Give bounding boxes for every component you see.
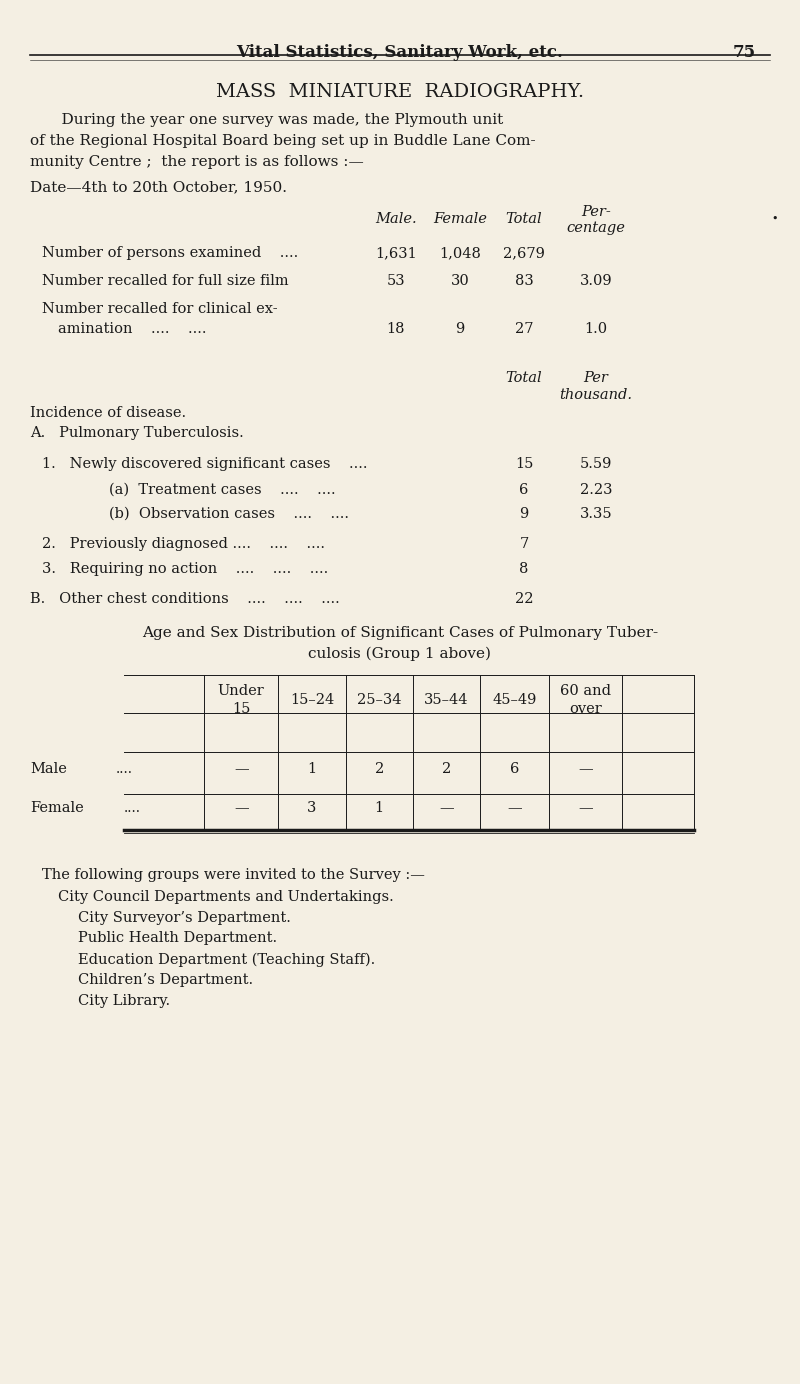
Text: 1.0: 1.0 bbox=[585, 322, 607, 336]
Text: 30: 30 bbox=[450, 274, 470, 288]
Text: Incidence of disease.: Incidence of disease. bbox=[30, 406, 186, 419]
Text: over: over bbox=[569, 702, 602, 716]
Text: MASS  MINIATURE  RADIOGRAPHY.: MASS MINIATURE RADIOGRAPHY. bbox=[216, 83, 584, 101]
Text: —: — bbox=[439, 801, 454, 815]
Text: Age and Sex Distribution of Significant Cases of Pulmonary Tuber-: Age and Sex Distribution of Significant … bbox=[142, 626, 658, 639]
Text: culosis (Group 1 above): culosis (Group 1 above) bbox=[309, 646, 491, 660]
Text: 9: 9 bbox=[455, 322, 465, 336]
Text: Date—4th to 20th October, 1950.: Date—4th to 20th October, 1950. bbox=[30, 180, 287, 194]
Text: Under: Under bbox=[218, 684, 265, 698]
Text: —: — bbox=[507, 801, 522, 815]
Text: (a)  Treatment cases    ....    ....: (a) Treatment cases .... .... bbox=[72, 483, 336, 497]
Text: City Surveyor’s Department.: City Surveyor’s Department. bbox=[78, 911, 291, 925]
Text: Female: Female bbox=[30, 801, 84, 815]
Text: Education Department (Teaching Staff).: Education Department (Teaching Staff). bbox=[78, 952, 376, 966]
Text: 2,679: 2,679 bbox=[503, 246, 545, 260]
Text: 2.23: 2.23 bbox=[580, 483, 612, 497]
Text: Per: Per bbox=[583, 371, 609, 385]
Text: Children’s Department.: Children’s Department. bbox=[78, 973, 254, 987]
Text: Male.: Male. bbox=[375, 212, 417, 226]
Text: 45–49: 45–49 bbox=[492, 693, 537, 707]
Text: Total: Total bbox=[506, 212, 542, 226]
Text: thousand.: thousand. bbox=[559, 388, 633, 401]
Text: 6: 6 bbox=[510, 761, 519, 776]
Text: Male: Male bbox=[30, 761, 67, 776]
Text: 83: 83 bbox=[514, 274, 534, 288]
Text: 1: 1 bbox=[374, 801, 384, 815]
Text: 25–34: 25–34 bbox=[357, 693, 402, 707]
Text: City Library.: City Library. bbox=[78, 994, 170, 1008]
Text: 1,048: 1,048 bbox=[439, 246, 481, 260]
Text: centage: centage bbox=[566, 221, 626, 235]
Text: 3.   Requiring no action    ....    ....    ....: 3. Requiring no action .... .... .... bbox=[42, 562, 328, 576]
Text: 1: 1 bbox=[307, 761, 317, 776]
Text: 9: 9 bbox=[519, 507, 529, 520]
Text: 6: 6 bbox=[519, 483, 529, 497]
Text: 1,631: 1,631 bbox=[375, 246, 417, 260]
Text: •: • bbox=[771, 213, 778, 224]
Text: During the year one survey was made, the Plymouth unit: During the year one survey was made, the… bbox=[42, 113, 503, 127]
Text: 53: 53 bbox=[386, 274, 406, 288]
Text: (b)  Observation cases    ....    ....: (b) Observation cases .... .... bbox=[72, 507, 349, 520]
Text: 7: 7 bbox=[519, 537, 529, 551]
Text: Public Health Department.: Public Health Department. bbox=[78, 931, 278, 945]
Text: —: — bbox=[234, 801, 249, 815]
Text: 2: 2 bbox=[374, 761, 384, 776]
Text: 3.09: 3.09 bbox=[580, 274, 612, 288]
Text: Number recalled for clinical ex-: Number recalled for clinical ex- bbox=[42, 302, 278, 316]
Text: Number of persons examined    ....: Number of persons examined .... bbox=[42, 246, 298, 260]
Text: 27: 27 bbox=[514, 322, 534, 336]
Text: —: — bbox=[234, 761, 249, 776]
Text: A.   Pulmonary Tuberculosis.: A. Pulmonary Tuberculosis. bbox=[30, 426, 244, 440]
Text: 15–24: 15–24 bbox=[290, 693, 334, 707]
Text: ....: .... bbox=[123, 801, 141, 815]
Text: amination    ....    ....: amination .... .... bbox=[58, 322, 206, 336]
Text: Number recalled for full size film: Number recalled for full size film bbox=[42, 274, 288, 288]
Text: 15: 15 bbox=[515, 457, 533, 471]
Text: Vital Statistics, Sanitary Work, etc.: Vital Statistics, Sanitary Work, etc. bbox=[237, 44, 563, 61]
Text: 3: 3 bbox=[307, 801, 317, 815]
Text: —: — bbox=[578, 761, 593, 776]
Text: 18: 18 bbox=[386, 322, 406, 336]
Text: City Council Departments and Undertakings.: City Council Departments and Undertaking… bbox=[58, 890, 394, 904]
Text: of the Regional Hospital Board being set up in Buddle Lane Com-: of the Regional Hospital Board being set… bbox=[30, 134, 536, 148]
Text: —: — bbox=[578, 801, 593, 815]
Text: 15: 15 bbox=[232, 702, 250, 716]
Text: 8: 8 bbox=[519, 562, 529, 576]
Text: 35–44: 35–44 bbox=[424, 693, 469, 707]
Text: 2: 2 bbox=[442, 761, 451, 776]
Text: ....: .... bbox=[115, 761, 133, 776]
Text: 2.   Previously diagnosed ....    ....    ....: 2. Previously diagnosed .... .... .... bbox=[42, 537, 325, 551]
Text: Total: Total bbox=[506, 371, 542, 385]
Text: 22: 22 bbox=[514, 592, 534, 606]
Text: Per-: Per- bbox=[581, 205, 611, 219]
Text: 3.35: 3.35 bbox=[580, 507, 612, 520]
Text: 1.   Newly discovered significant cases    ....: 1. Newly discovered significant cases ..… bbox=[42, 457, 367, 471]
Text: 75: 75 bbox=[733, 44, 756, 61]
Text: munity Centre ;  the report is as follows :—: munity Centre ; the report is as follows… bbox=[30, 155, 364, 169]
Text: Female: Female bbox=[433, 212, 487, 226]
Text: 5.59: 5.59 bbox=[580, 457, 612, 471]
Text: The following groups were invited to the Survey :—: The following groups were invited to the… bbox=[42, 868, 425, 882]
Text: B.   Other chest conditions    ....    ....    ....: B. Other chest conditions .... .... .... bbox=[30, 592, 340, 606]
Text: 60 and: 60 and bbox=[560, 684, 610, 698]
